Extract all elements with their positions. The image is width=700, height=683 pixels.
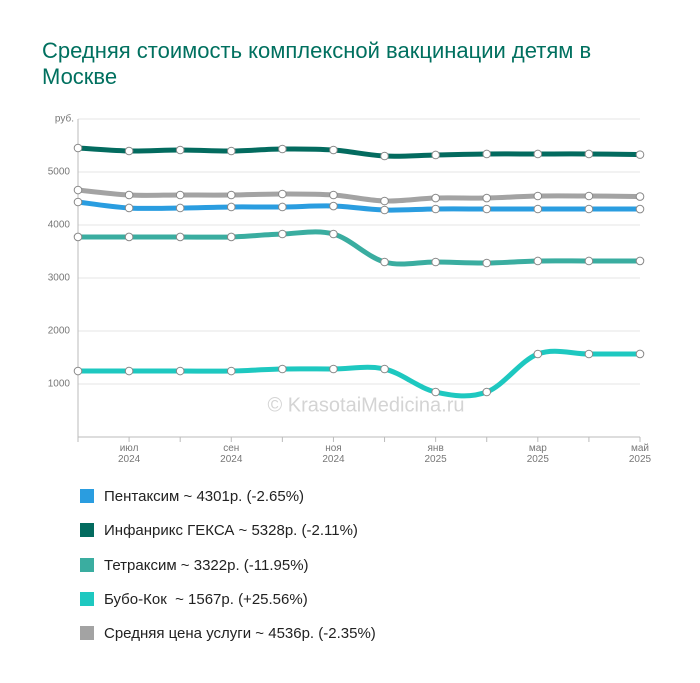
point-marker	[380, 196, 389, 206]
x-tick-label: мар 2025	[526, 443, 549, 465]
point-marker	[431, 204, 440, 214]
legend-label: Средняя цена услуги ~ 4536р. (-2.35%)	[104, 625, 376, 643]
point-marker	[278, 144, 287, 154]
point-marker	[584, 204, 594, 214]
point-marker	[73, 232, 83, 242]
legend-swatch	[80, 489, 94, 503]
legend-entry: Тетраксим ~ 3322р. (-11.95%)	[80, 557, 309, 574]
legend-entry: Пентаксим ~ 4301р. (-2.65%)	[80, 488, 304, 505]
point-marker	[533, 204, 543, 214]
legend-entry: Инфанрикс ГЕКСА ~ 5328р. (-2.11%)	[80, 522, 358, 539]
point-marker	[431, 257, 440, 267]
point-marker	[278, 189, 287, 199]
series-line	[75, 145, 643, 159]
point-marker	[482, 193, 492, 203]
legend-label: Тетраксим ~ 3322р. (-11.95%)	[104, 556, 309, 574]
point-marker	[635, 349, 645, 359]
point-marker	[175, 366, 185, 376]
point-marker	[431, 150, 440, 160]
y-tick-label: 5000	[48, 167, 71, 178]
point-marker	[329, 145, 338, 155]
point-marker	[584, 349, 594, 359]
point-marker	[533, 191, 543, 201]
series-line	[75, 199, 643, 213]
legend-label: Инфанрикс ГЕКСА ~ 5328р. (-2.11%)	[104, 522, 358, 540]
point-marker	[329, 229, 338, 239]
y-tick-label: 3000	[48, 273, 71, 284]
series-line	[75, 348, 643, 399]
point-marker	[226, 146, 236, 156]
x-tick-label: янв 2025	[424, 443, 447, 465]
point-marker	[482, 149, 492, 159]
point-marker	[73, 366, 83, 376]
point-marker	[226, 202, 236, 212]
legend-swatch	[80, 626, 94, 641]
legend-label: Бубо-Кок ~ 1567р. (+25.56%)	[104, 590, 308, 608]
point-marker	[533, 349, 543, 359]
point-marker	[635, 192, 645, 201]
point-marker	[533, 256, 543, 266]
point-marker	[278, 202, 287, 212]
point-marker	[584, 149, 594, 159]
point-marker	[482, 387, 492, 397]
legend-swatch	[80, 523, 94, 538]
point-marker	[226, 190, 236, 200]
point-marker	[482, 204, 492, 214]
point-marker	[380, 257, 389, 267]
legend-entry: Бубо-Кок ~ 1567р. (+25.56%)	[80, 591, 308, 608]
series-line	[75, 229, 643, 267]
point-marker	[584, 256, 594, 266]
legend-swatch	[80, 591, 94, 606]
point-marker	[124, 190, 134, 200]
point-marker	[226, 366, 236, 376]
legend-label: Пентаксим ~ 4301р. (-2.65%)	[104, 488, 305, 505]
point-marker	[175, 145, 185, 155]
point-marker	[380, 205, 389, 215]
y-tick-label: 4000	[48, 220, 71, 231]
x-tick-label: май 2025	[628, 443, 652, 465]
legend-entry: Средняя цена услуги ~ 4536р. (-2.35%)	[80, 625, 376, 642]
point-marker	[175, 190, 185, 200]
point-marker	[226, 232, 236, 242]
point-marker	[380, 151, 389, 161]
point-marker	[73, 143, 83, 153]
point-marker	[635, 204, 645, 214]
point-marker	[482, 258, 492, 268]
point-marker	[533, 149, 543, 159]
point-marker	[278, 364, 287, 374]
point-marker	[329, 364, 338, 374]
x-tick-label: ноя 2024	[322, 443, 345, 465]
point-marker	[584, 191, 594, 201]
series-line	[75, 187, 643, 204]
point-marker	[124, 146, 134, 156]
point-marker	[431, 193, 440, 203]
point-marker	[124, 366, 134, 376]
y-tick-label: 1000	[48, 379, 71, 390]
point-marker	[635, 150, 645, 159]
point-marker	[175, 232, 185, 242]
y-tick-label: 2000	[48, 326, 71, 337]
point-marker	[380, 364, 389, 374]
legend-swatch	[80, 557, 94, 572]
x-tick-label: сен 2024	[220, 443, 243, 465]
point-marker	[73, 185, 83, 195]
point-marker	[73, 197, 83, 207]
point-marker	[329, 201, 338, 211]
y-axis-label: руб.	[55, 113, 74, 125]
x-tick-label: июл 2024	[117, 443, 141, 465]
point-marker	[175, 203, 185, 213]
chart-title: Средняя стоимость комплексной вакцинации…	[42, 38, 592, 89]
point-marker	[431, 387, 440, 397]
watermark: © KrasotaiMedicina.ru	[267, 394, 464, 416]
point-marker	[124, 232, 134, 242]
point-marker	[635, 256, 645, 266]
point-marker	[329, 190, 338, 200]
point-marker	[124, 203, 134, 213]
point-marker	[278, 229, 287, 239]
